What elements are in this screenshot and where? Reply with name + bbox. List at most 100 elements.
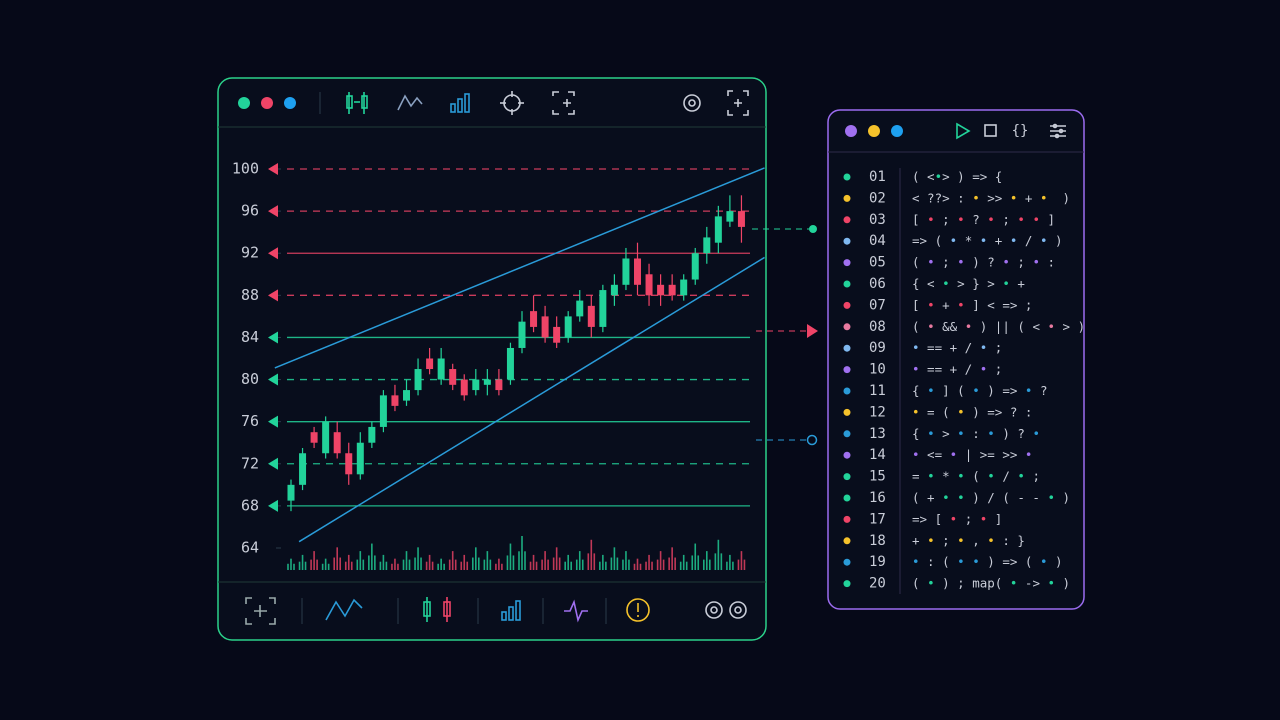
line-dot	[843, 387, 851, 395]
volume-bar	[408, 559, 411, 570]
candle-body	[737, 211, 745, 227]
line-dot	[843, 366, 851, 374]
level-marker	[268, 457, 278, 470]
volume-bar	[298, 561, 301, 570]
volume-bar	[498, 558, 500, 570]
volume-bar	[333, 557, 335, 570]
code-line: { • ] ( • ) => • ?	[912, 383, 1048, 398]
candle-body	[680, 279, 688, 296]
line-number: 16	[869, 490, 886, 506]
line-dot	[843, 280, 851, 288]
volume-bar	[717, 539, 720, 570]
candle-body	[587, 305, 595, 327]
volume-bar	[374, 555, 376, 570]
y-tick-label: 64	[241, 539, 259, 557]
candle-body	[460, 379, 468, 396]
volume-bar	[448, 559, 451, 570]
code-line: => [ • ; • ]	[912, 511, 1002, 526]
candle-body	[564, 316, 572, 338]
candle-body	[657, 284, 665, 296]
volume-bar	[547, 559, 549, 570]
volume-bar	[593, 553, 596, 570]
line-number: 10	[869, 362, 886, 378]
candle-body	[506, 347, 514, 380]
volume-bar	[509, 543, 512, 570]
volume-bar	[301, 554, 304, 570]
line-number: 05	[869, 255, 886, 271]
volume-bar	[304, 561, 307, 570]
volume-bar	[391, 563, 393, 570]
volume-bar	[558, 557, 561, 570]
connectors	[752, 225, 818, 446]
volume-bar	[633, 563, 636, 570]
line-number: 15	[869, 469, 886, 485]
volume-bar	[581, 559, 584, 570]
line-dot	[843, 537, 851, 545]
candle-body	[495, 379, 503, 391]
candle-body	[599, 290, 607, 327]
volume-bar	[405, 551, 408, 570]
volume-bar	[443, 563, 445, 570]
code-line: • = ( • ) => ? :	[912, 404, 1032, 419]
candle-body	[703, 237, 711, 254]
volume-bar	[648, 554, 650, 570]
volume-bar	[417, 547, 419, 570]
volume-bar	[613, 547, 616, 570]
volume-bar	[454, 559, 457, 570]
line-number: 14	[869, 447, 886, 463]
candle-body	[483, 379, 491, 385]
volume-bar	[495, 563, 497, 570]
volume-bar	[460, 561, 463, 570]
volume-bar	[706, 551, 708, 570]
code-line: ( + • • ) / ( - - • )	[912, 490, 1070, 505]
candle-body	[530, 311, 538, 327]
volume-bar	[350, 561, 353, 570]
code-line: => ( • * • + • / • )	[912, 233, 1063, 248]
line-dot	[843, 430, 851, 438]
volume-bar	[671, 547, 673, 570]
volume-bar	[544, 551, 546, 570]
volume-bar	[489, 559, 492, 570]
y-tick-label: 72	[241, 454, 259, 472]
volume-bar	[344, 561, 347, 570]
volume-bar	[703, 559, 705, 570]
volume-bar	[529, 561, 532, 570]
volume-bar	[310, 559, 312, 570]
candle-body	[645, 274, 653, 296]
level-marker	[268, 499, 278, 512]
volume-bar	[726, 561, 728, 570]
line-dot	[843, 301, 851, 309]
volume-bar	[478, 557, 480, 570]
candle-body	[726, 211, 734, 222]
line-number: 07	[869, 297, 886, 313]
line-dot	[843, 323, 851, 331]
line-dot	[843, 473, 851, 481]
volume-bar	[293, 563, 295, 570]
candle-body	[414, 369, 422, 391]
code-line: ( • && • ) || ( < • > )	[912, 318, 1085, 333]
volume-bar	[639, 563, 642, 570]
volume-bar	[356, 559, 359, 570]
line-dot	[843, 259, 851, 267]
candle-body	[379, 395, 387, 427]
volume-bar	[414, 557, 416, 570]
candle-body	[287, 484, 295, 501]
volume-bar	[431, 561, 434, 570]
volume-bar	[483, 559, 486, 570]
line-dot	[843, 494, 851, 502]
volume-bar	[570, 561, 572, 570]
volume-bar	[697, 555, 700, 570]
volume-bar	[599, 561, 601, 570]
candle-body	[691, 253, 699, 280]
level-marker	[268, 331, 278, 344]
volume-bar	[729, 554, 731, 570]
y-tick-label: 96	[241, 202, 259, 220]
volume-bar	[368, 555, 370, 570]
volume-bar	[425, 561, 428, 570]
code-line: • : ( • • ) => ( • )	[912, 554, 1063, 569]
volume-bar	[486, 551, 489, 570]
volume-bar	[362, 559, 365, 570]
level-marker	[268, 163, 278, 175]
candle-body	[449, 369, 457, 385]
line-dot	[843, 344, 851, 352]
